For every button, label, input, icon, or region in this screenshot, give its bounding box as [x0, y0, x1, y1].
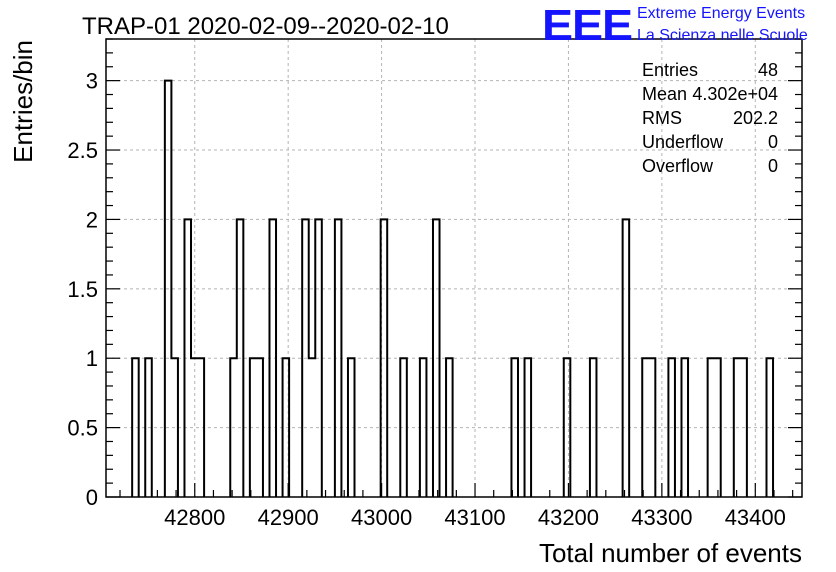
- x-axis-tick-labels: 42800 42900 43000 43100 43200 43300 43400: [164, 505, 786, 530]
- x-tick-label: 43000: [351, 505, 412, 530]
- logo-line-2: La Scienza nelle Scuole: [637, 27, 808, 44]
- stats-label-underflow: Underflow: [642, 132, 724, 152]
- stats-value-entries: 48: [758, 60, 778, 80]
- stats-value-mean: 4.302e+04: [692, 84, 778, 104]
- x-tick-label: 42900: [258, 505, 319, 530]
- y-tick-label: 1: [86, 346, 98, 371]
- chart-title: TRAP-01 2020-02-09--2020-02-10: [82, 13, 449, 40]
- eee-logo-mark: EEE: [542, 1, 632, 50]
- y-tick-label: 0: [86, 485, 98, 510]
- y-tick-label: 2: [86, 207, 98, 232]
- stats-label-mean: Mean: [642, 84, 687, 104]
- x-axis-ticks: [119, 483, 794, 497]
- x-tick-label: 43300: [631, 505, 692, 530]
- y-tick-label: 0.5: [67, 416, 98, 441]
- stats-label-entries: Entries: [642, 60, 698, 80]
- x-tick-label: 43100: [444, 505, 505, 530]
- y-axis-title: Entries/bin: [8, 40, 38, 163]
- eee-logo: EEE Extreme Energy Events La Scienza nel…: [542, 1, 808, 50]
- y-axis-tick-labels: 0 0.5 1 1.5 2 2.5 3: [67, 69, 98, 510]
- stats-value-rms: 202.2: [733, 108, 778, 128]
- x-axis-title: Total number of events: [539, 538, 802, 568]
- logo-line-1: Extreme Energy Events: [637, 5, 805, 22]
- stats-value-overflow: 0: [768, 156, 778, 176]
- stats-value-underflow: 0: [768, 132, 778, 152]
- x-tick-label: 43200: [538, 505, 599, 530]
- x-tick-label: 43400: [725, 505, 786, 530]
- histogram-outline: [131, 79, 775, 497]
- stats-label-rms: RMS: [642, 108, 682, 128]
- stats-box: Entries 48 Mean 4.302e+04 RMS 202.2 Underflow 0…: [642, 60, 778, 176]
- plot-frame: [105, 38, 803, 498]
- y-tick-label: 3: [86, 69, 98, 94]
- stats-label-overflow: Overflow: [642, 156, 714, 176]
- y-tick-label: 1.5: [67, 277, 98, 302]
- y-axis-ticks: [106, 38, 802, 498]
- grid-lines: [106, 39, 802, 497]
- y-tick-label: 2.5: [67, 138, 98, 163]
- x-tick-label: 42800: [164, 505, 225, 530]
